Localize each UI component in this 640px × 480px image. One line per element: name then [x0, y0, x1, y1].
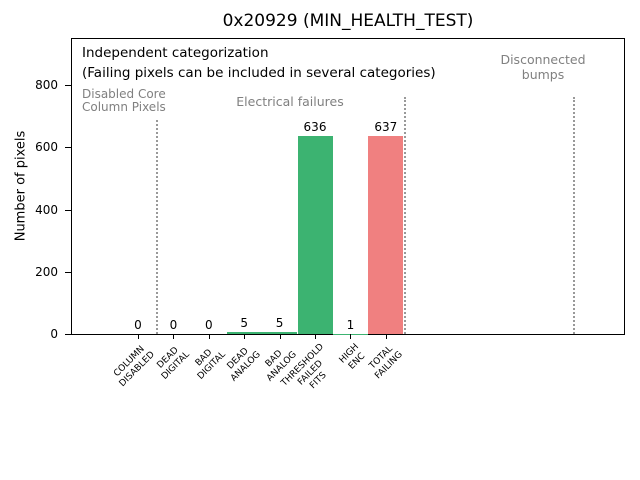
- x-tick-high-enc: [350, 334, 352, 339]
- group-separator-0: [155, 120, 158, 334]
- x-tick-threshold-failed-fits: [315, 334, 316, 339]
- group-separator-2: [573, 97, 576, 334]
- bar-value-label-total-failing: 637: [374, 119, 398, 134]
- bar-bad-analog: [262, 332, 298, 334]
- x-tick-label-column-disabled: COLUMN DISABLED: [112, 344, 157, 389]
- x-tick-dead-analog: [244, 334, 246, 339]
- bar-value-label-threshold-failed-fits: 636: [303, 120, 327, 135]
- group-separator-1: [403, 97, 406, 334]
- annotation-independent-categorization: Independent categorization: [82, 45, 269, 61]
- bar-value-label-column-disabled: 0: [134, 318, 142, 332]
- group-label-disabled-core-column-pixels: Disabled Core Column Pixels: [82, 87, 166, 114]
- y-tick-800: [65, 85, 71, 86]
- x-tick-label-high-enc: HIGH ENC: [338, 342, 368, 372]
- top-spine: [71, 38, 625, 39]
- bar-value-label-high-enc: 1: [346, 317, 355, 332]
- y-tick-0: [65, 334, 71, 335]
- y-tick-400: [65, 209, 71, 211]
- y-tick-label-600: 600: [35, 140, 58, 155]
- y-axis-line: [71, 38, 72, 335]
- x-axis-line: [71, 334, 625, 335]
- x-tick-bad-digital: [208, 334, 210, 339]
- bar-value-label-bad-digital: 0: [204, 318, 213, 332]
- y-tick-label-400: 400: [35, 202, 58, 217]
- x-tick-label-dead-analog: DEAD ANALOG: [225, 346, 263, 384]
- y-tick-200: [65, 271, 71, 273]
- bar-dead-analog: [226, 332, 262, 334]
- y-tick-label-0: 0: [50, 327, 58, 341]
- x-tick-dead-digital: [173, 334, 175, 339]
- bar-total-failing: [368, 135, 404, 334]
- x-tick-label-bad-digital: BAD DIGITAL: [193, 347, 228, 382]
- x-tick-column-disabled: [138, 334, 139, 339]
- x-tick-label-dead-digital: DEAD DIGITAL: [155, 345, 193, 382]
- bar-value-label-dead-analog: 5: [240, 316, 249, 331]
- y-tick-label-800: 800: [35, 78, 58, 92]
- y-tick-label-200: 200: [35, 264, 58, 279]
- bar-value-label-bad-analog: 5: [275, 316, 284, 331]
- x-tick-label-total-failing: TOTAL FAILING: [367, 344, 405, 382]
- group-label-disconnected-bumps: Disconnected bumps: [500, 52, 586, 82]
- y-tick-600: [65, 147, 71, 149]
- plot-area: Independent categorization (Failing pixe…: [71, 38, 625, 335]
- group-label-electrical-failures: Electrical failures: [236, 94, 344, 109]
- x-tick-bad-analog: [279, 334, 281, 339]
- x-tick-total-failing: [385, 334, 387, 339]
- right-spine: [624, 38, 625, 335]
- bar-threshold-failed-fits: [297, 136, 333, 334]
- bar-value-label-dead-digital: 0: [169, 318, 178, 332]
- chart-title: 0x20929 (MIN_HEALTH_TEST): [222, 11, 474, 31]
- annotation-failing-note: (Failing pixels can be included in sever…: [82, 65, 436, 81]
